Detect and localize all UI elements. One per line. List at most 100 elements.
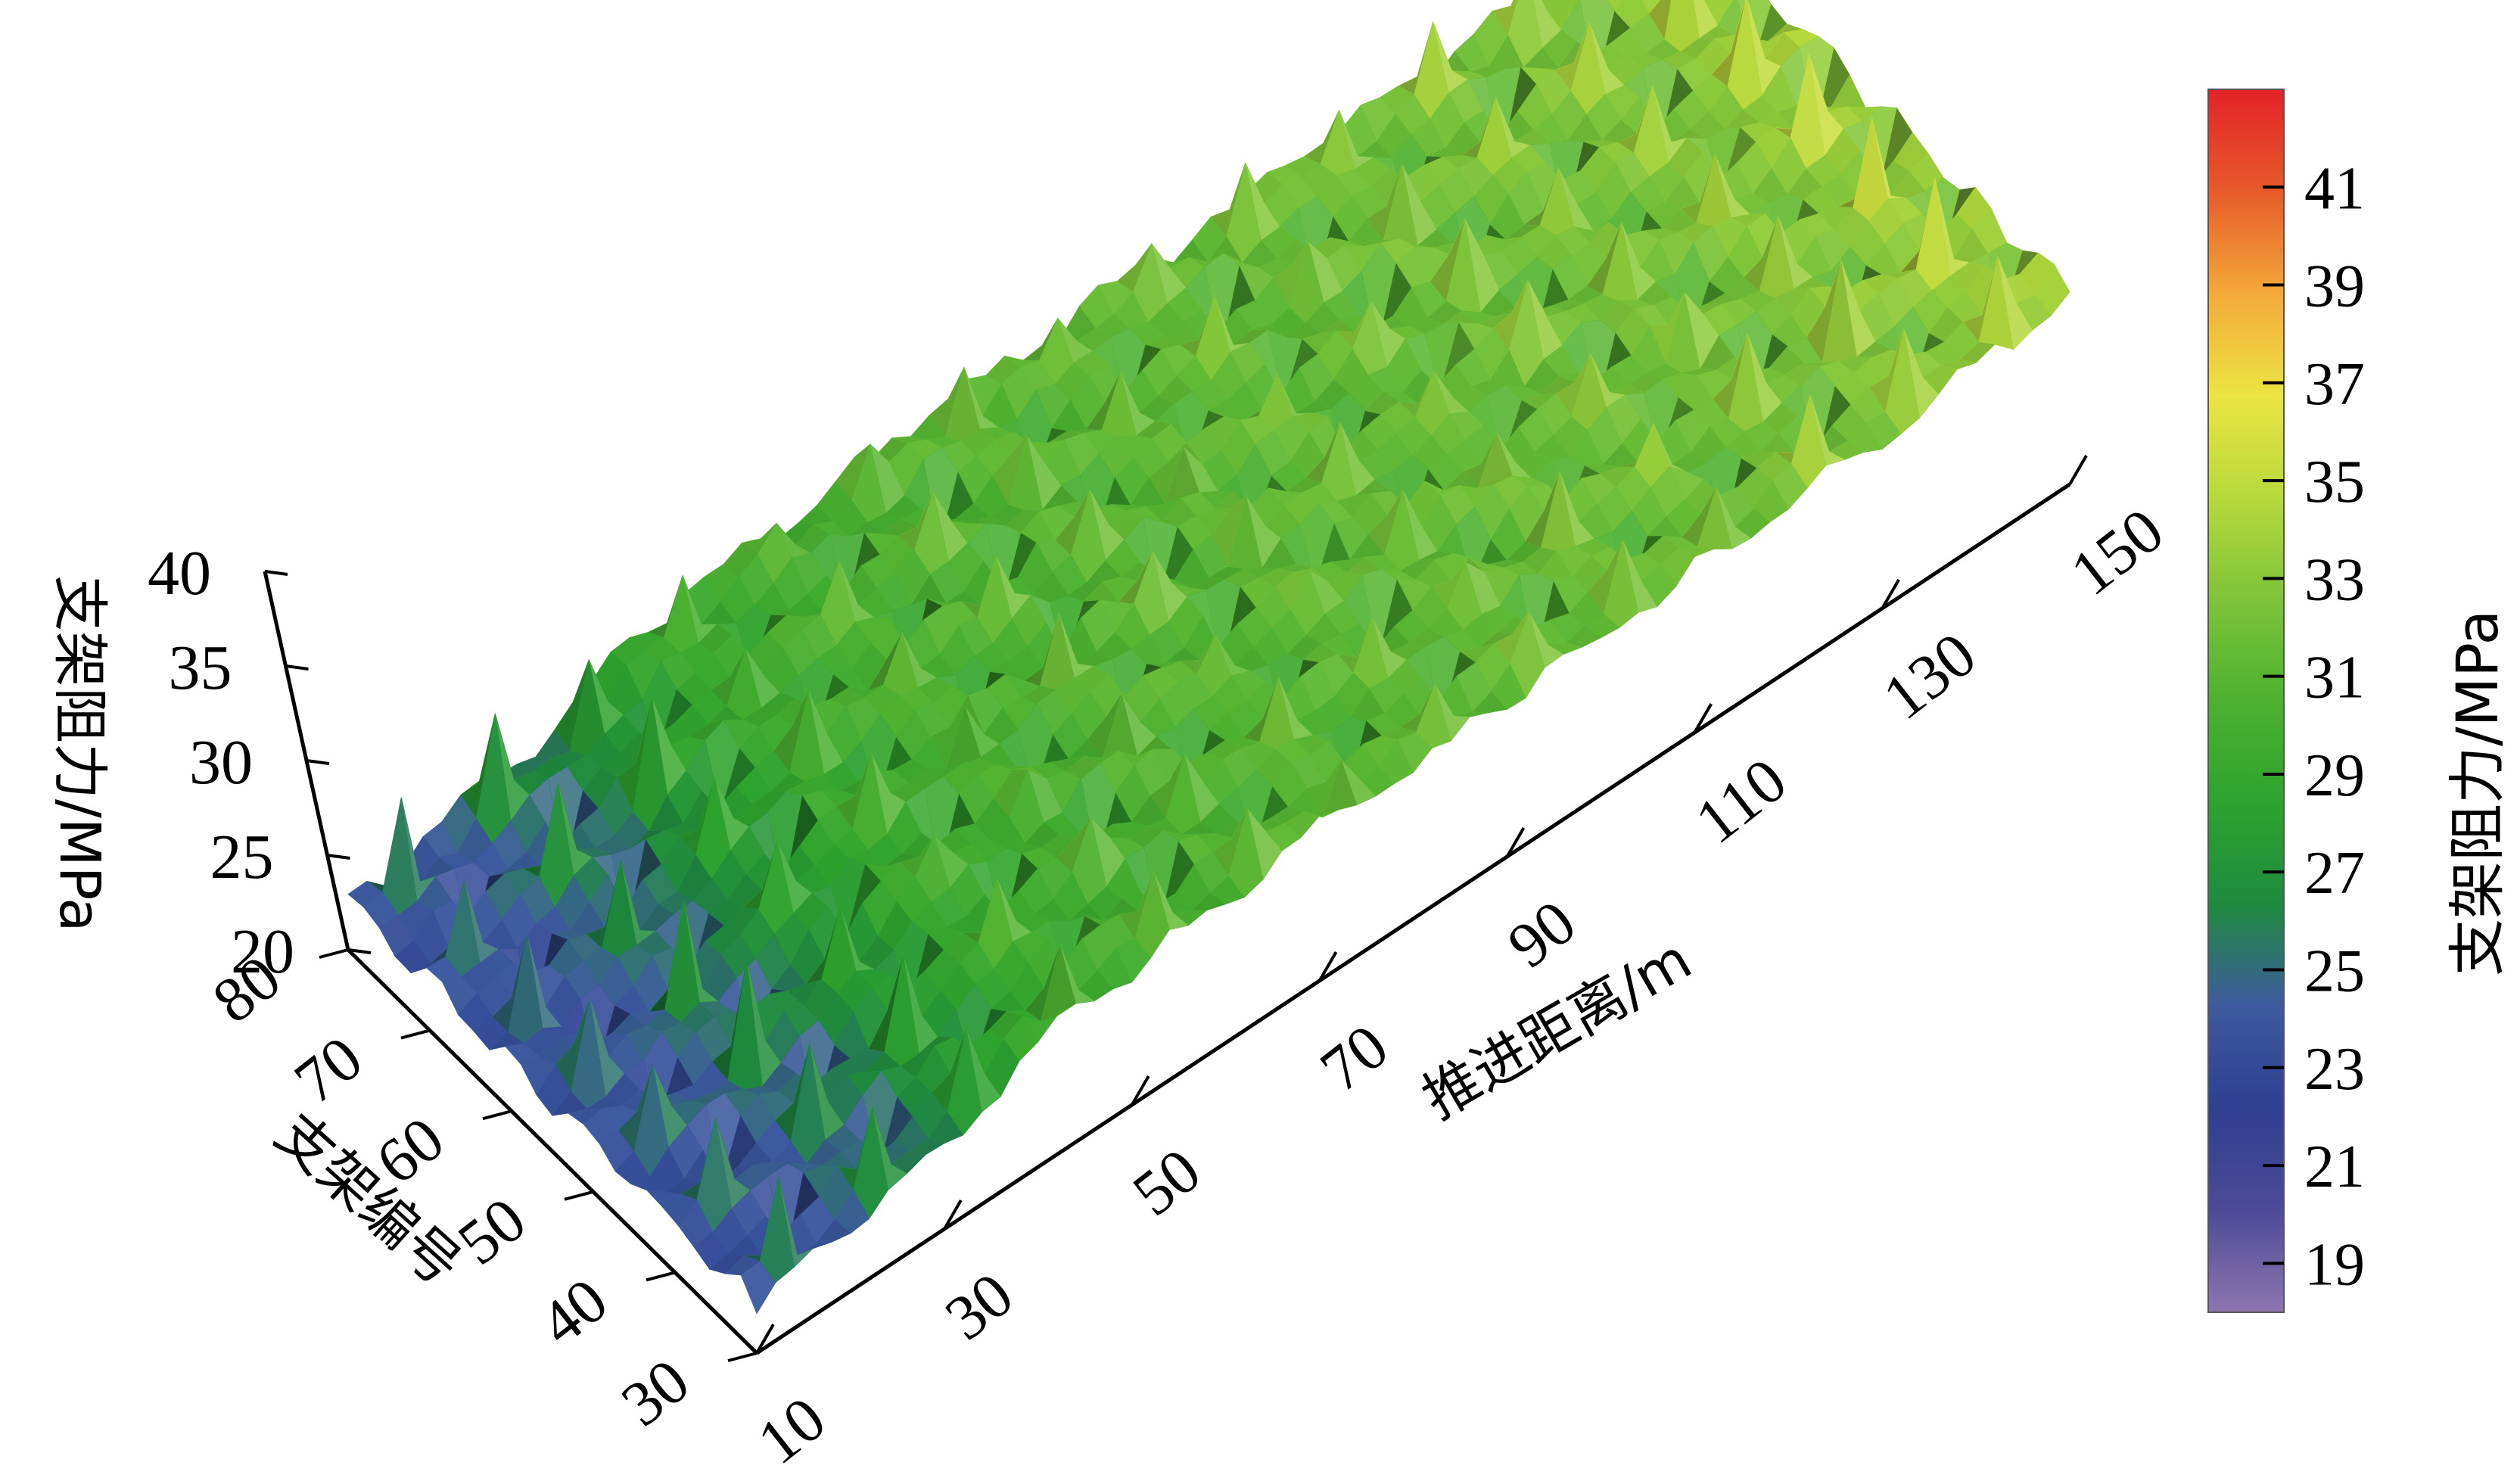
surface-highlight [1030, 595, 1066, 664]
surface-highlight [1466, 562, 1501, 615]
surface-highlight [1684, 292, 1719, 369]
surface-highlight [1519, 574, 1554, 664]
surface-highlight [1036, 540, 1072, 572]
surface-highlight [1028, 770, 1062, 823]
surface-highlight [1906, 191, 1941, 265]
surface-shadow [822, 1151, 857, 1170]
surface-shadow [1566, 465, 1601, 518]
resistance-surface [347, 0, 2070, 1315]
surface-shadow [1025, 822, 1059, 848]
surface-shadow [420, 857, 455, 882]
surface-shadow [570, 659, 605, 755]
surface-shadow [1645, 39, 1681, 61]
surface-shadow [1131, 795, 1166, 826]
surface-shadow [1067, 429, 1103, 434]
surface-shadow [1627, 211, 1663, 281]
surface-highlight [683, 575, 717, 643]
surface-shadow [1383, 164, 1418, 246]
surface-shadow [1243, 374, 1277, 422]
x-tick [1318, 951, 1338, 982]
surface-shadow [1065, 756, 1100, 779]
surface-shadow [1722, 458, 1757, 541]
surface-highlight [1897, 269, 1932, 307]
surface-shadow [1287, 635, 1322, 660]
surface-shadow [1744, 216, 1778, 292]
surface-highlight [1339, 110, 1374, 170]
surface-highlight [966, 1028, 1001, 1112]
surface-shadow [1831, 74, 1865, 107]
surface-highlight [1081, 925, 1116, 971]
surface-shadow [1087, 693, 1122, 758]
surface-shadow [1103, 693, 1138, 758]
surface-highlight [1133, 244, 1168, 322]
surface-highlight [1790, 54, 1825, 169]
surface-shadow [961, 555, 997, 618]
surface-shadow [1212, 496, 1247, 567]
surface-highlight [1246, 496, 1281, 568]
surface-shadow [1697, 487, 1732, 549]
surface-shadow [1426, 148, 1462, 157]
surface-highlight [1587, 407, 1622, 465]
surface-shadow [1696, 155, 1731, 226]
surface-shadow [1794, 277, 1829, 289]
surface-shadow [1258, 568, 1294, 587]
surface-highlight [1997, 257, 2033, 350]
surface-shadow [1691, 426, 1726, 463]
surface-shadow [1208, 236, 1243, 263]
surface-highlight [715, 1118, 751, 1209]
surface-highlight [1527, 163, 1562, 211]
surface-shadow [540, 1038, 574, 1066]
surface-highlight [1143, 518, 1178, 602]
surface-shadow [551, 751, 586, 767]
surface-shadow [1960, 342, 1995, 363]
surface-shadow [1391, 642, 1426, 660]
surface-shadow [910, 415, 946, 440]
surface-shadow [1514, 129, 1549, 146]
surface-highlight [1395, 247, 1431, 288]
y-tick-label: 70 [282, 1023, 375, 1118]
surface-shadow [1564, 142, 1600, 223]
surface-shadow [802, 979, 838, 1021]
surface-shadow [1165, 447, 1199, 505]
surface-shadow [681, 1118, 716, 1200]
surface-shadow [1069, 904, 1104, 922]
surface-highlight [589, 659, 624, 734]
x-tick-label: 10 [745, 1383, 838, 1474]
surface-shadow [680, 1002, 715, 1032]
surface-shadow [1494, 611, 1529, 664]
surface-highlight [1153, 551, 1187, 622]
surface-shadow [1069, 739, 1103, 759]
surface-shadow [1454, 711, 1489, 717]
surface-highlight [967, 524, 1003, 607]
surface-highlight [1719, 325, 1753, 411]
surface-shadow [611, 1014, 646, 1035]
surface-highlight [1049, 595, 1084, 664]
surface-highlight [801, 615, 837, 659]
surface-shadow [1525, 471, 1560, 548]
surface-highlight [1111, 328, 1146, 415]
surface-shadow [1221, 587, 1256, 672]
surface-shadow [911, 574, 946, 605]
surface-shadow [835, 444, 870, 500]
surface-shadow [1588, 540, 1623, 615]
surface-highlight [1812, 271, 1847, 341]
colorbar: 19 21 23 25 27 29 31 33 35 37 39 41 支架阻力/MPa [2207, 89, 2511, 1313]
surface-shadow [1211, 163, 1246, 237]
surface-shadow [1314, 216, 1349, 290]
surface-highlight [1875, 326, 1910, 396]
surface-shadow [1277, 238, 1311, 266]
x-tick [1505, 826, 1526, 858]
surface-shadow [1382, 727, 1417, 740]
surface-highlight [1031, 920, 1066, 979]
surface-shadow [633, 697, 667, 831]
colorbar-tick-label: 41 [2304, 155, 2365, 222]
surface-shadow [891, 1150, 926, 1174]
surface-shadow [1700, 335, 1735, 370]
surface-shadow [1784, 199, 1819, 265]
x-tick [1693, 702, 1713, 734]
surface-shadow [1713, 333, 1747, 419]
surface-shadow [554, 659, 590, 751]
surface-shadow [806, 1140, 842, 1166]
surface-shadow [816, 1219, 851, 1244]
